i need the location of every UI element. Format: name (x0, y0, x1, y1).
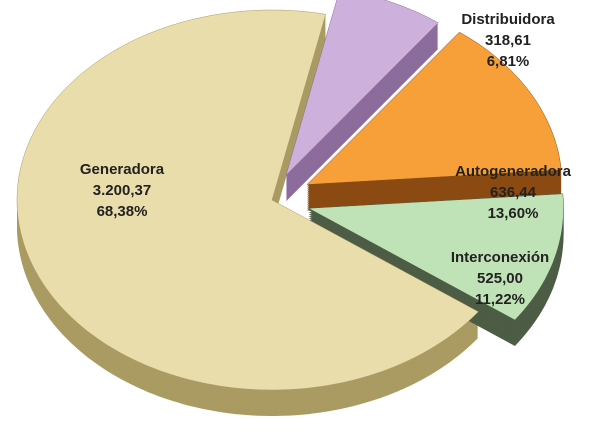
slice-label: Distribuidora (461, 11, 555, 28)
percent-label: 6,81% (487, 53, 530, 70)
slice-label: Autogeneradora (455, 163, 572, 180)
percent-label: 13,60% (488, 205, 539, 222)
slice (307, 193, 564, 321)
value-label: 636,44 (490, 184, 537, 201)
percent-label: 11,22% (475, 291, 525, 308)
value-label: 525,00 (477, 270, 523, 287)
value-label: 3.200,37 (93, 182, 151, 199)
slice-label: Interconexión (451, 249, 549, 266)
slice (285, 0, 439, 176)
slice (306, 31, 562, 185)
value-label: 318,61 (485, 32, 531, 49)
percent-label: 68,38% (97, 203, 148, 220)
slice (16, 9, 479, 391)
slice-label: Generadora (80, 161, 165, 178)
